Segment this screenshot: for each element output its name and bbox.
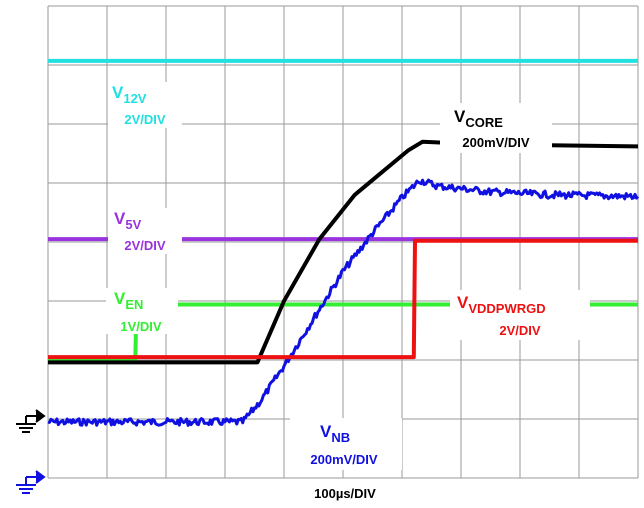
label-ven-scale: 1V/DIV (120, 319, 162, 334)
trace-vpwrgd (48, 238, 638, 360)
svg-text:VNB: VNB (320, 422, 350, 445)
label-vpwrgd-main: V (457, 293, 469, 312)
label-vcore-sub: CORE (465, 115, 503, 130)
label-vcore-scale: 200mV/DIV (462, 135, 530, 150)
svg-text:VVDDPWRGD: VVDDPWRGD (457, 293, 546, 316)
svg-text:V12V: V12V (112, 83, 147, 106)
label-ven: VEN 1V/DIV (106, 288, 178, 334)
label-vnb-sub: NB (331, 430, 350, 445)
label-ven-sub: EN (125, 297, 143, 312)
ground-marker-vcore-icon (16, 409, 46, 433)
label-v5v-main: V (114, 209, 126, 228)
svg-text:V5V: V5V (114, 209, 142, 232)
label-vpwrgd: VVDDPWRGD 2V/DIV (450, 290, 590, 340)
label-vcore-main: V (454, 107, 466, 126)
label-v12v: V12V 2V/DIV (108, 82, 182, 128)
label-v12v-main: V (112, 83, 124, 102)
x-axis-label: 100µs/DIV (314, 486, 376, 501)
label-vcore: VCORE 200mV/DIV (440, 103, 552, 153)
label-v5v-scale: 2V/DIV (124, 238, 166, 253)
label-vnb-scale: 200mV/DIV (310, 452, 378, 467)
svg-text:VCORE: VCORE (454, 107, 503, 130)
label-vpwrgd-scale: 2V/DIV (499, 323, 541, 338)
label-v5v-sub: 5V (125, 217, 141, 232)
label-v12v-sub: 12V (123, 91, 146, 106)
label-v5v: V5V 2V/DIV (108, 208, 182, 254)
label-vnb-main: V (320, 422, 332, 441)
label-ven-main: V (114, 289, 126, 308)
ground-marker-vnb-icon (16, 470, 46, 494)
label-v12v-scale: 2V/DIV (124, 112, 166, 127)
svg-text:VEN: VEN (114, 289, 143, 312)
label-vpwrgd-sub: VDDPWRGD (468, 301, 545, 316)
trace-vnb (47, 178, 640, 427)
label-vnb: VNB 200mV/DIV (290, 418, 402, 470)
